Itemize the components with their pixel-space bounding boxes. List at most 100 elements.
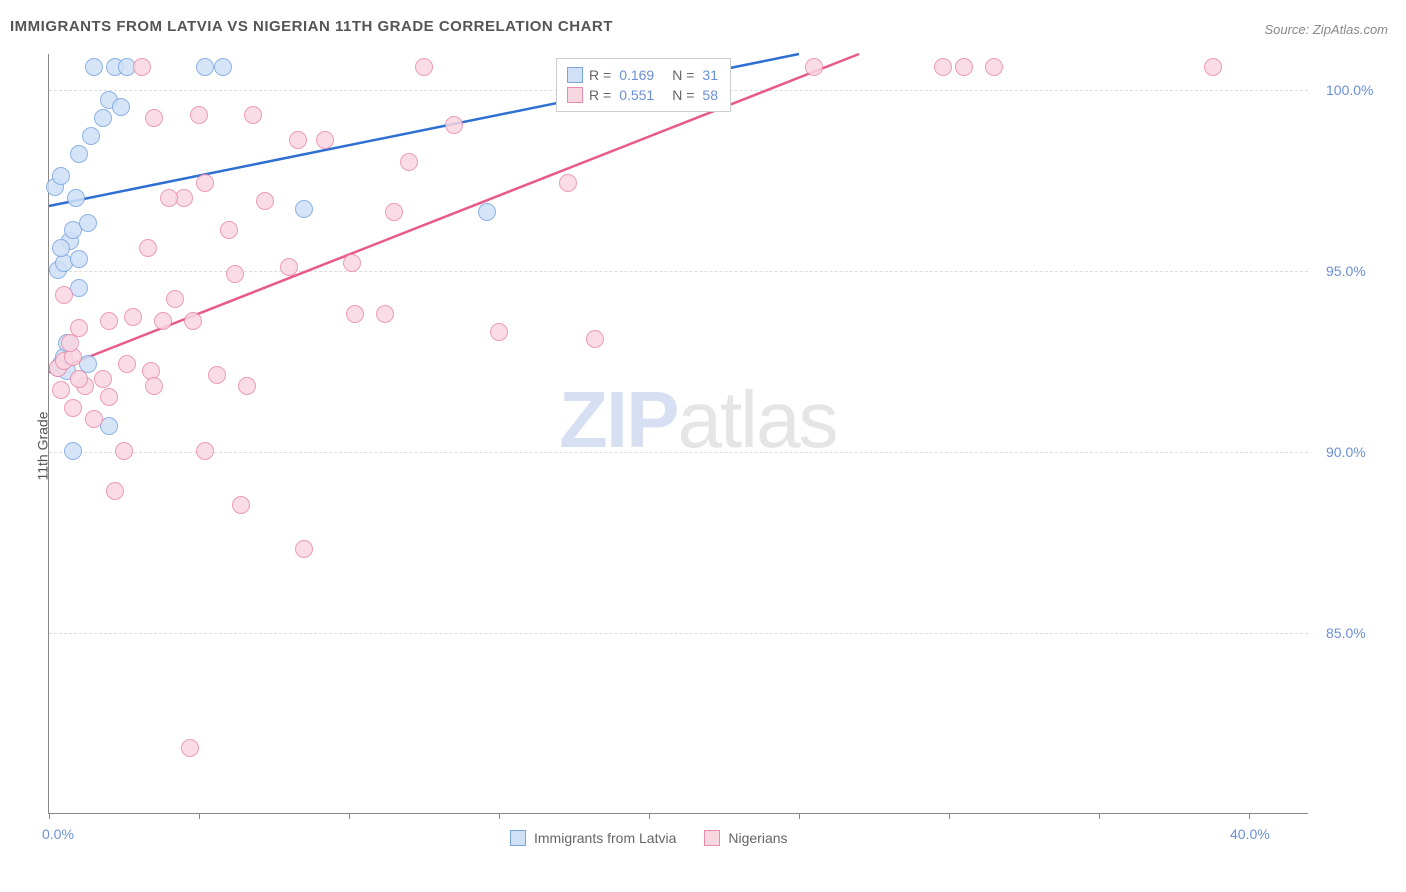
- data-point: [415, 58, 433, 76]
- data-point: [166, 290, 184, 308]
- legend-n-value: 31: [702, 67, 718, 83]
- watermark-atlas: atlas: [677, 375, 836, 464]
- data-point: [100, 312, 118, 330]
- data-point: [106, 482, 124, 500]
- data-point: [64, 442, 82, 460]
- legend-n-value: 58: [702, 87, 718, 103]
- data-point: [346, 305, 364, 323]
- data-point: [316, 131, 334, 149]
- data-point: [85, 58, 103, 76]
- y-tick-label: 95.0%: [1326, 263, 1366, 279]
- series-name: Nigerians: [728, 830, 787, 846]
- x-tick-mark: [649, 813, 650, 819]
- data-point: [67, 189, 85, 207]
- data-point: [52, 381, 70, 399]
- legend-swatch-icon: [567, 87, 583, 103]
- data-point: [85, 410, 103, 428]
- y-tick-label: 100.0%: [1326, 82, 1373, 98]
- data-point: [1204, 58, 1222, 76]
- x-tick-label: 40.0%: [1230, 826, 1270, 842]
- data-point: [490, 323, 508, 341]
- data-point: [445, 116, 463, 134]
- chart-title: IMMIGRANTS FROM LATVIA VS NIGERIAN 11TH …: [10, 18, 613, 35]
- stats-legend: R = 0.169 N = 31 R = 0.551 N = 58: [556, 58, 731, 112]
- data-point: [238, 377, 256, 395]
- data-point: [934, 58, 952, 76]
- data-point: [94, 109, 112, 127]
- legend-n-label: N =: [672, 67, 694, 83]
- data-point: [100, 388, 118, 406]
- data-point: [55, 286, 73, 304]
- data-point: [52, 239, 70, 257]
- data-point: [70, 145, 88, 163]
- data-point: [295, 200, 313, 218]
- data-point: [70, 250, 88, 268]
- data-point: [115, 442, 133, 460]
- data-point: [586, 330, 604, 348]
- legend-r-label: R =: [589, 87, 611, 103]
- data-point: [52, 167, 70, 185]
- x-tick-mark: [199, 813, 200, 819]
- data-point: [955, 58, 973, 76]
- data-point: [559, 174, 577, 192]
- watermark-zip: ZIP: [559, 375, 677, 464]
- x-tick-mark: [1249, 813, 1250, 819]
- data-point: [376, 305, 394, 323]
- data-point: [295, 540, 313, 558]
- data-point: [256, 192, 274, 210]
- data-point: [478, 203, 496, 221]
- data-point: [289, 131, 307, 149]
- data-point: [214, 58, 232, 76]
- data-point: [64, 399, 82, 417]
- data-point: [160, 189, 178, 207]
- data-point: [139, 239, 157, 257]
- y-tick-label: 85.0%: [1326, 625, 1366, 641]
- x-tick-mark: [1099, 813, 1100, 819]
- legend-swatch-icon: [704, 830, 720, 846]
- series-legend-item: Immigrants from Latvia: [510, 830, 676, 846]
- data-point: [79, 214, 97, 232]
- data-point: [196, 442, 214, 460]
- data-point: [70, 370, 88, 388]
- data-point: [400, 153, 418, 171]
- stats-legend-row: R = 0.551 N = 58: [567, 85, 720, 105]
- data-point: [985, 58, 1003, 76]
- data-point: [208, 366, 226, 384]
- data-point: [184, 312, 202, 330]
- data-point: [280, 258, 298, 276]
- data-point: [145, 109, 163, 127]
- gridline: [49, 633, 1308, 634]
- series-name: Immigrants from Latvia: [534, 830, 676, 846]
- data-point: [220, 221, 238, 239]
- data-point: [145, 377, 163, 395]
- x-tick-label: 0.0%: [42, 826, 74, 842]
- x-tick-mark: [349, 813, 350, 819]
- source-label: Source: ZipAtlas.com: [1264, 22, 1388, 37]
- data-point: [196, 174, 214, 192]
- data-point: [190, 106, 208, 124]
- y-tick-label: 90.0%: [1326, 444, 1366, 460]
- legend-r-label: R =: [589, 67, 611, 83]
- data-point: [61, 334, 79, 352]
- legend-r-value: 0.551: [619, 87, 654, 103]
- data-point: [196, 58, 214, 76]
- plot-area: ZIPatlas: [48, 54, 1308, 814]
- data-point: [343, 254, 361, 272]
- data-point: [118, 355, 136, 373]
- data-point: [154, 312, 172, 330]
- data-point: [181, 739, 199, 757]
- x-tick-mark: [499, 813, 500, 819]
- stats-legend-row: R = 0.169 N = 31: [567, 65, 720, 85]
- data-point: [226, 265, 244, 283]
- data-point: [244, 106, 262, 124]
- data-point: [232, 496, 250, 514]
- data-point: [805, 58, 823, 76]
- gridline: [49, 452, 1308, 453]
- legend-n-label: N =: [672, 87, 694, 103]
- data-point: [385, 203, 403, 221]
- legend-swatch-icon: [567, 67, 583, 83]
- series-legend: Immigrants from Latvia Nigerians: [510, 830, 788, 846]
- legend-r-value: 0.169: [619, 67, 654, 83]
- data-point: [94, 370, 112, 388]
- data-point: [124, 308, 142, 326]
